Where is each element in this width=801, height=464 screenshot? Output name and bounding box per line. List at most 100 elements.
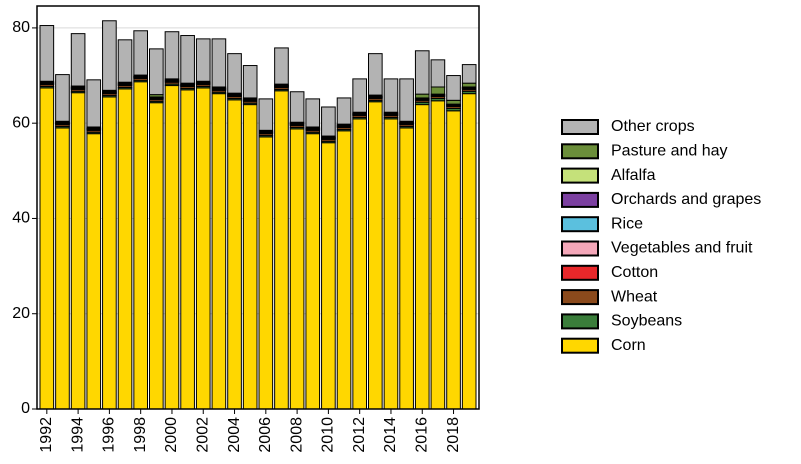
x-tick-label: 1994 [69,417,86,453]
bar-segment [39,25,55,82]
bar-segment [70,92,86,410]
bar-segment [274,90,289,410]
legend-label: Soybeans [611,313,682,330]
y-tick-label: 60 [12,114,30,131]
bar-segment [102,96,117,410]
bar-segment [39,87,55,410]
bar-segment [446,99,461,105]
bar-segment [258,136,274,410]
x-tick-label: 2000 [163,417,180,453]
bar-segment [399,127,414,410]
bar-segment [149,102,164,410]
x-tick-label: 2018 [445,417,462,453]
bar-segment [446,110,461,410]
bar-segment [274,47,289,85]
bar-segment [55,127,70,410]
bar-segment [242,65,258,99]
bar-segment [414,50,430,95]
bar-segment [133,81,149,410]
bar-segment [149,48,164,96]
bar-segment [461,82,477,88]
bar-segment [305,133,321,410]
x-tick-label: 2006 [257,417,274,453]
x-tick-label: 2016 [413,417,430,453]
bar-segment [446,75,461,101]
bar-segment [368,101,383,410]
y-tick-label: 80 [12,19,30,36]
x-tick-label: 1998 [132,417,149,453]
legend-swatch [561,264,599,281]
bar-segment [195,38,211,82]
legend-swatch [561,289,599,306]
bar-segment [430,86,446,95]
bar-segment [180,35,195,84]
bar-segment [227,99,242,410]
legend-label: Pasture and hay [611,143,728,160]
legend-label: Other crops [611,118,695,135]
bar-segment [164,31,180,80]
bar-segment [289,128,305,410]
legend-swatch [561,216,599,233]
legend-swatch [561,167,599,184]
bar-segment [336,97,352,125]
legend-label: Wheat [611,288,658,305]
legend-swatch [561,313,599,330]
x-tick-label: 2014 [382,417,399,453]
bar-segment [86,79,102,128]
legend-label: Vegetables and fruit [611,240,753,257]
bar-segment [414,93,430,99]
bar-segment [305,98,321,128]
legend-label: Orchards and grapes [611,191,761,208]
legend-swatch [561,191,599,208]
bar-segment [368,53,383,96]
x-tick-label: 2008 [288,417,305,453]
bar-segment [195,87,211,410]
bar-segment [211,38,227,88]
bar-segment [430,59,446,88]
bar-segment [164,85,180,410]
bar-segment [352,118,368,410]
legend-swatch [561,240,599,257]
bar-segment [55,74,70,122]
bar-segment [70,33,86,87]
bar-segment [211,93,227,410]
legend-label: Cotton [611,264,658,281]
bar-segment [321,142,336,410]
x-tick-label: 2010 [320,417,337,453]
x-tick-label: 2004 [226,417,243,453]
bar-segment [321,106,336,137]
bar-segment [461,93,477,410]
bar-segment [102,20,117,91]
legend-label: Alfalfa [611,167,656,184]
bar-segment [383,78,399,113]
bar-segment [352,78,368,113]
bar-segment [414,104,430,410]
bar-segment [383,118,399,410]
bar-segment [117,88,133,410]
bar-segment [242,104,258,410]
legend-swatch [561,119,599,135]
legend-label: Corn [611,337,646,354]
legend-swatch [561,143,599,160]
bar-segment [258,98,274,131]
bar-segment [336,130,352,410]
bar-segment [227,53,242,94]
legend-swatch [561,337,599,354]
plot-border [36,5,480,410]
x-tick-label: 1992 [38,417,55,453]
x-tick-label: 1996 [101,417,118,453]
bar-segment [461,64,477,84]
y-tick-label: 40 [12,210,30,227]
y-tick-label: 0 [21,400,30,417]
bar-segment [430,100,446,410]
bar-segment [289,91,305,123]
legend-label: Rice [611,215,643,232]
bar-segment [117,39,133,83]
bar-segment [399,78,414,122]
x-tick-label: 2012 [351,417,368,453]
x-tick-label: 2002 [194,417,211,453]
bar-segment [133,30,149,76]
y-tick-label: 20 [12,305,30,322]
bar-segment [86,133,102,410]
